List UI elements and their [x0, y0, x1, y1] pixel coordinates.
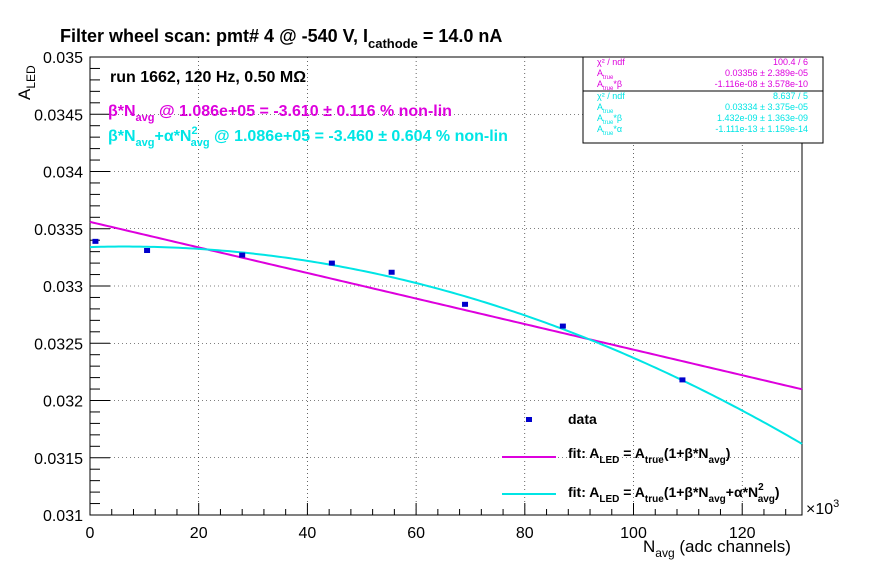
legend-data-label: data: [568, 411, 597, 427]
chart-title: Filter wheel scan: pmt# 4 @ -540 V, Icat…: [60, 26, 502, 51]
legend-linear-label: fit: ALED = Atrue(1+β*Navg): [568, 445, 730, 466]
data-point: [144, 248, 151, 254]
data-point: [559, 323, 566, 329]
x-tick-label: 100: [620, 525, 647, 542]
data-point: [328, 260, 335, 266]
legend: data fit: ALED = Atrue(1+β*Navg) fit: AL…: [502, 411, 780, 505]
axes: 0 20 40 60 80 100 120 0.031 0.0315 0.032 0.0325 0.0…: [34, 50, 787, 542]
y-tick-label: 0.0315: [34, 451, 83, 468]
stats-label: χ² / ndf: [597, 57, 625, 67]
annotation-quadratic: β*Navg+α*N2 avg @ 1.086e+05 = -3.460 ± 0.…: [108, 125, 508, 149]
fit-curves: [89, 220, 803, 445]
y-tick-label: 0.0345: [34, 107, 83, 124]
x-tick-label: 120: [729, 525, 756, 542]
stats-value: 0.03334 ± 3.375e-05: [725, 102, 808, 112]
fit-linear-curve: [89, 220, 803, 391]
y-tick-label: 0.0335: [34, 222, 83, 239]
stats-label: χ² / ndf: [597, 91, 625, 101]
legend-quadratic-label: fit: ALED = Atrue(1+β*Navg+α*N2 avg): [568, 482, 780, 505]
stats-label: Atrue*β: [597, 79, 622, 92]
y-tick-label: 0.035: [43, 50, 83, 67]
y-tick-label: 0.033: [43, 279, 83, 296]
data-points: [92, 238, 686, 383]
y-tick-label: 0.0325: [34, 336, 83, 353]
grid-lines: [90, 57, 802, 515]
data-point: [462, 301, 469, 307]
stats-label: Atrue*β: [597, 113, 622, 126]
stats-label: Atrue: [597, 68, 614, 81]
stats-box-linear: χ² / ndf 100.4 / 6 Atrue 0.03356 ± 2.389e-0…: [582, 56, 824, 92]
run-label: run 1662, 120 Hz, 0.50 MΩ: [110, 69, 306, 86]
x-tick-label: 60: [407, 525, 425, 542]
data-point: [679, 377, 686, 383]
y-tick-label: 0.031: [43, 508, 83, 525]
stats-value: 0.03356 ± 2.389e-05: [725, 68, 808, 78]
legend-data-marker: [526, 417, 532, 422]
x-tick-label: 80: [516, 525, 534, 542]
stats-box-quadratic: χ² / ndf 8.637 / 5 Atrue 0.03334 ± 3.375e-0…: [582, 90, 824, 144]
x-tick-label: 40: [299, 525, 317, 542]
fit-quadratic-curve: [89, 245, 803, 445]
x-axis-multiplier: ×103: [806, 498, 839, 518]
stats-label: Atrue*α: [597, 124, 622, 137]
data-point: [92, 238, 99, 244]
stats-value: -1.111e-13 ± 1.159e-14: [715, 124, 808, 134]
x-axis-label: Navg (adc channels): [643, 537, 791, 560]
y-tick-label: 0.034: [43, 165, 83, 182]
data-point: [388, 269, 395, 275]
annotation-linear: β*Navg @ 1.086e+05 = -3.610 ± 0.116 % no…: [108, 103, 452, 124]
stats-value: 8.637 / 5: [773, 91, 808, 101]
y-tick-label: 0.032: [43, 394, 83, 411]
x-tick-label: 20: [190, 525, 208, 542]
stats-label: Atrue: [597, 102, 614, 115]
data-point: [239, 252, 246, 258]
stats-value: 1.432e-09 ± 1.363e-09: [717, 113, 808, 123]
stats-value: 100.4 / 6: [773, 57, 808, 67]
x-tick-label: 0: [86, 525, 95, 542]
y-axis-label: ALED: [15, 65, 38, 100]
stats-value: -1.116e-08 ± 3.578e-10: [715, 79, 808, 89]
